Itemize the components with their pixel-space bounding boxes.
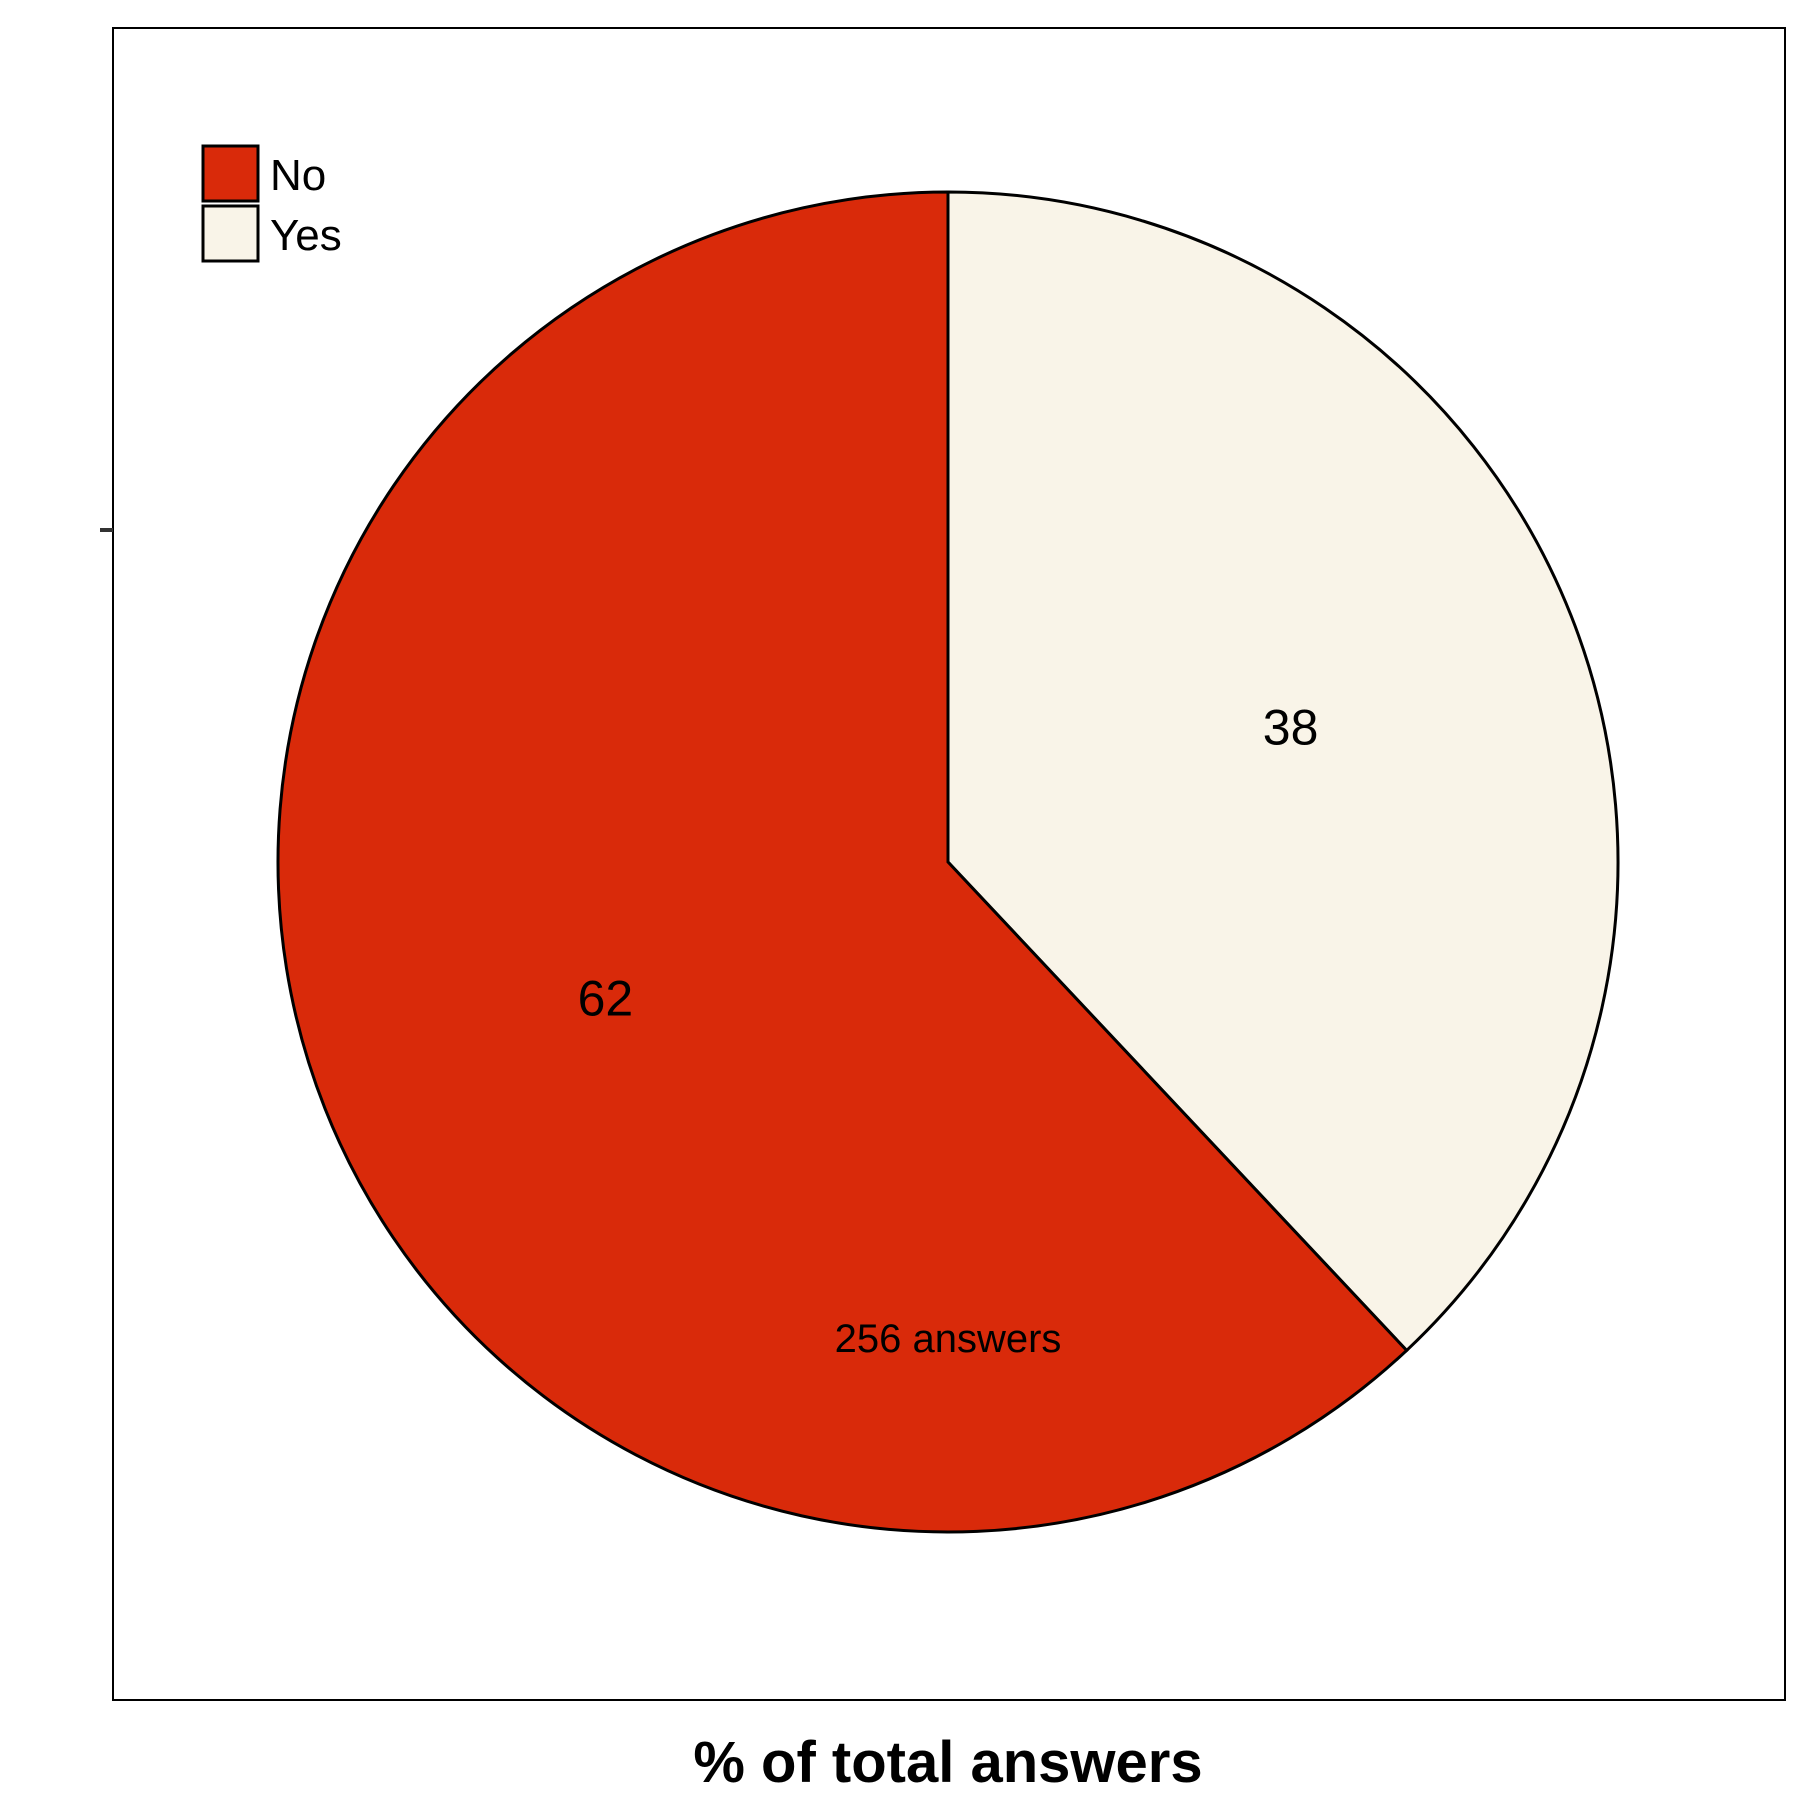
slice-label-yes: 38 [1263,699,1319,755]
pie-slice-no [276,190,1409,1534]
legend-label-no: No [270,151,326,200]
slice-labels: 38 62 [578,699,1319,1026]
legend-label-yes: Yes [270,211,342,260]
pie-slice-yes [946,190,1620,1353]
pie-slices [276,190,1620,1534]
legend-swatch-yes [201,204,260,263]
slice-label-no: 62 [578,971,634,1027]
legend-swatch-no [201,144,260,203]
total-answers-note: 256 answers [835,1317,1062,1361]
legend: No Yes [201,144,342,263]
x-axis-label: % of total answers [693,1730,1202,1795]
